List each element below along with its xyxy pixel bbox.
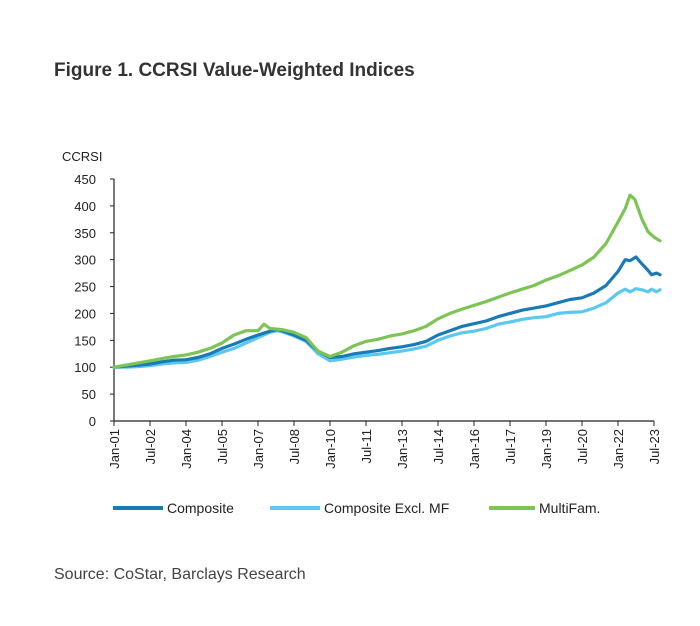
series-line-composite-excl-mf bbox=[112, 287, 662, 369]
series-lines bbox=[112, 193, 662, 369]
x-tick-label: Jan-13 bbox=[395, 429, 410, 469]
y-tick-label: 450 bbox=[74, 172, 96, 187]
series-line-multifam bbox=[112, 193, 662, 369]
x-tick-label: Jan-22 bbox=[611, 429, 626, 469]
y-tick-label: 300 bbox=[74, 253, 96, 268]
legend-label: Composite bbox=[167, 500, 234, 516]
legend-label: Composite Excl. MF bbox=[324, 500, 449, 516]
source-note: Source: CoStar, Barclays Research bbox=[54, 566, 306, 583]
x-tick-label: Jul-17 bbox=[503, 429, 518, 464]
x-tick-label: Jul-08 bbox=[287, 429, 302, 464]
y-tick-label: 50 bbox=[82, 387, 96, 402]
x-tick-label: Jan-16 bbox=[467, 429, 482, 469]
x-tick-label: Jan-01 bbox=[107, 429, 122, 469]
x-tick-label: Jan-19 bbox=[539, 429, 554, 469]
x-tick-label: Jul-11 bbox=[359, 429, 374, 463]
y-tick-label: 250 bbox=[74, 280, 96, 295]
y-tick-label: 150 bbox=[74, 333, 96, 348]
x-tick-label: Jan-04 bbox=[179, 429, 194, 469]
x-tick-label: Jul-02 bbox=[143, 429, 158, 464]
legend-label: MultiFam. bbox=[539, 500, 600, 516]
y-tick-label: 100 bbox=[74, 360, 96, 375]
x-tick-label: Jan-07 bbox=[251, 429, 266, 469]
y-tick-label: 200 bbox=[74, 306, 96, 321]
x-axis-ticks: Jan-01 Jul-02 Jan-04 Jul-05 Jan-07 Jul-08 Jan-… bbox=[107, 421, 662, 469]
y-axis-label: CCRSI bbox=[62, 149, 102, 164]
x-tick-label: Jul-20 bbox=[575, 429, 590, 464]
y-axis-ticks: 0 50 100 150 200 250 300 350 400 450 bbox=[74, 172, 114, 429]
figure-title: Figure 1. CCRSI Value-Weighted Indices bbox=[54, 60, 415, 81]
y-tick-label: 400 bbox=[74, 199, 96, 214]
legend: Composite Composite Excl. MF MultiFam. bbox=[113, 500, 600, 516]
x-tick-label: Jan-10 bbox=[323, 429, 338, 469]
y-tick-label: 0 bbox=[89, 414, 96, 429]
y-tick-label: 350 bbox=[74, 226, 96, 241]
x-tick-label: Jul-23 bbox=[647, 429, 662, 464]
x-tick-label: Jul-14 bbox=[431, 429, 446, 464]
series-line-composite bbox=[112, 255, 662, 369]
x-tick-label: Jul-05 bbox=[215, 429, 230, 464]
axes bbox=[113, 179, 654, 422]
